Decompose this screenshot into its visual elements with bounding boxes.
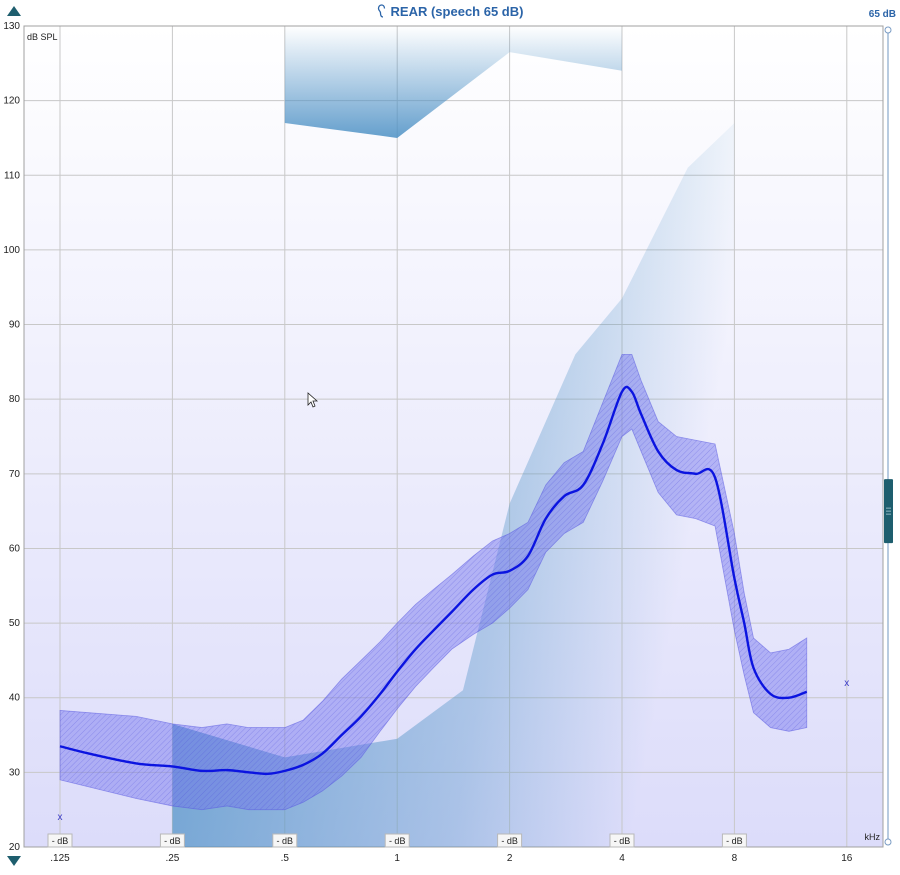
x-marker: x: [844, 678, 849, 689]
chart-title: REAR (speech 65 dB): [390, 4, 524, 19]
y-tick-label: 80: [9, 394, 21, 405]
db-button-label: - dB: [164, 836, 181, 846]
threshold-region: [172, 123, 735, 847]
median-curve: [59, 385, 808, 776]
y-tick-label: 130: [3, 21, 20, 32]
target-regions: [172, 26, 735, 847]
x-marker: x: [58, 812, 63, 823]
slider-bottom-cap: [884, 838, 892, 846]
db-button-label: - dB: [277, 836, 294, 846]
db-button-bg: [497, 833, 523, 848]
chart-title-bar: REAR (speech 65 dB): [0, 4, 900, 24]
mouse-cursor-icon: [307, 392, 319, 408]
x-axis-label: kHz: [865, 832, 881, 842]
level-badge: 65 dB: [868, 9, 896, 20]
db-button[interactable]: - dB: [609, 833, 635, 848]
x-tick-label: .5: [281, 853, 290, 864]
db-button-bg: [272, 833, 298, 848]
db-button[interactable]: - dB: [721, 833, 747, 848]
y-tick-label: 100: [3, 245, 20, 256]
db-button[interactable]: - dB: [47, 833, 73, 848]
triangle-down-icon[interactable]: [7, 856, 21, 866]
level-slider[interactable]: [884, 26, 893, 846]
slider-top-cap: [884, 26, 892, 34]
y-tick-label: 30: [9, 767, 21, 778]
db-button[interactable]: - dB: [272, 833, 298, 848]
db-button[interactable]: - dB: [159, 833, 185, 848]
y-tick-label: 120: [3, 96, 20, 107]
db-button[interactable]: - dB: [384, 833, 410, 848]
cursor-arrow: [307, 392, 319, 408]
x-tick-label: 2: [507, 853, 513, 864]
y-tick-label: 110: [4, 170, 20, 181]
x-tick-label: 1: [394, 853, 400, 864]
y-tick-label: 70: [9, 469, 21, 480]
db-button-bg: [159, 833, 185, 848]
x-tick-label: 16: [841, 853, 853, 864]
y-tick-label: 60: [9, 543, 21, 554]
y-tick-label: 20: [9, 842, 21, 853]
db-buttons: - dB - dB - dB - dB - dB - dB - dB: [47, 833, 747, 848]
db-button-label: - dB: [389, 836, 406, 846]
y-tick-label: 50: [9, 618, 21, 629]
db-button-bg: [47, 833, 73, 848]
db-button-bg: [384, 833, 410, 848]
triangle-up-icon[interactable]: [7, 6, 21, 16]
db-button-label: - dB: [52, 836, 69, 846]
markers: xx: [58, 678, 850, 823]
y-tick-label: 40: [9, 693, 21, 704]
upper-limit-region: [284, 26, 622, 138]
db-button-label: - dB: [614, 836, 631, 846]
ear-icon: [377, 4, 385, 18]
db-button-bg: [721, 833, 747, 848]
x-tick-label: .25: [165, 853, 179, 864]
db-button-bg: [609, 833, 635, 848]
x-tick-label: 8: [732, 853, 738, 864]
y-axis-label: dB SPL: [27, 32, 58, 42]
db-button[interactable]: - dB: [497, 833, 523, 848]
axes: 20 30 40 50 60 70 80 90 100 110 120 130 .125 .25 .5 1 2 4…: [3, 21, 880, 864]
y-tick-label: 90: [9, 320, 21, 331]
db-button-label: - dB: [501, 836, 518, 846]
x-tick-label: .125: [50, 853, 70, 864]
db-button-label: - dB: [726, 836, 743, 846]
x-tick-label: 4: [619, 853, 625, 864]
median-line: [59, 385, 808, 776]
